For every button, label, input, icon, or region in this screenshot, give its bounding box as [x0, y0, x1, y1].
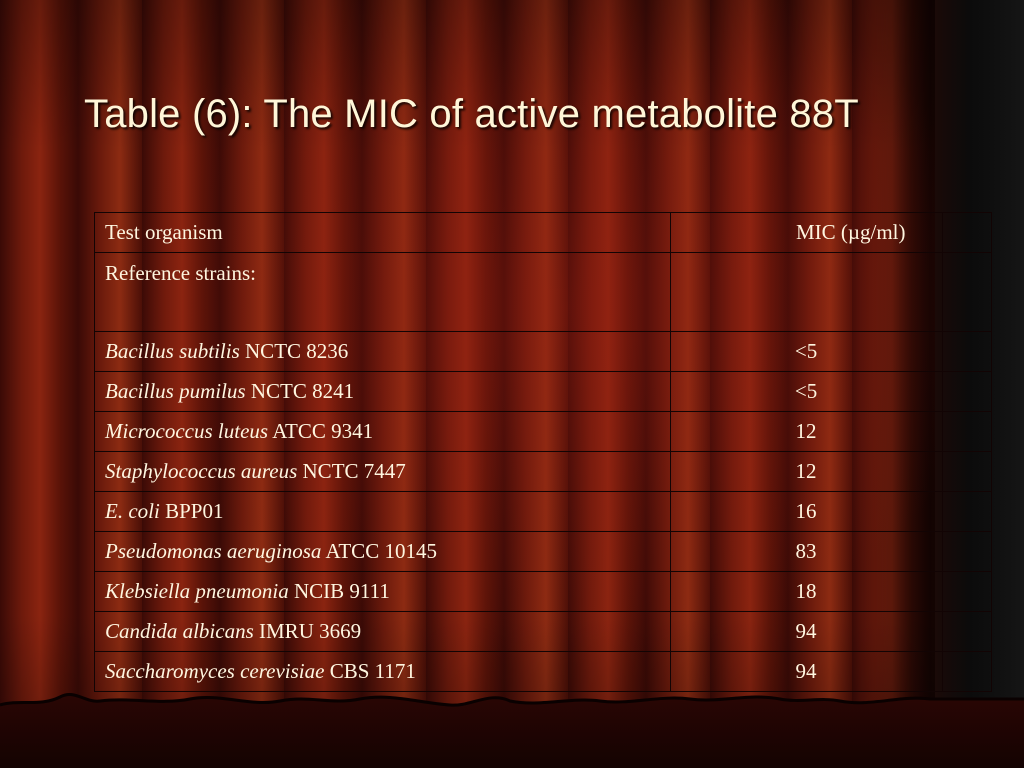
species-name: Candida albicans	[105, 619, 254, 643]
table-cell-blank	[669, 252, 943, 332]
species-name: Bacillus subtilis	[105, 339, 240, 363]
mic-value: 16	[669, 491, 943, 532]
organism-cell: Bacillus subtilis NCTC 8236	[94, 331, 671, 372]
organism-cell: Staphylococcus aureus NCTC 7447	[94, 451, 671, 492]
slide-title: Table (6): The MIC of active metabolite …	[84, 92, 859, 136]
species-name: Micrococcus luteus	[105, 419, 269, 443]
strain-id: NCIB 9111	[293, 579, 390, 603]
species-name: Bacillus pumilus	[105, 379, 246, 403]
table-row: E. coli BPP01 16	[94, 491, 993, 532]
curtain-fringe	[0, 693, 1024, 768]
table-row: Micrococcus luteus ATCC 9341 12	[94, 411, 993, 452]
table-row: Candida albicans IMRU 3669 94	[94, 611, 993, 652]
table-cell-blank	[941, 371, 993, 412]
strain-id: NCTC 8236	[245, 339, 349, 363]
header-organism: Test organism	[94, 212, 671, 253]
mic-value: 94	[669, 611, 943, 652]
strain-id: IMRU 3669	[259, 619, 362, 643]
table-row: Saccharomyces cerevisiae CBS 1171 94	[94, 651, 993, 692]
table-cell-blank	[941, 491, 993, 532]
table-cell-blank	[941, 411, 993, 452]
header-mic: MIC (µg/ml)	[669, 212, 943, 253]
mic-value: 18	[669, 571, 943, 612]
mic-value: <5	[669, 371, 943, 412]
organism-cell: Saccharomyces cerevisiae CBS 1171	[94, 651, 671, 692]
strain-id: ATCC 9341	[272, 419, 374, 443]
organism-cell: Pseudomonas aeruginosa ATCC 10145	[94, 531, 671, 572]
strain-id: NCTC 7447	[302, 459, 406, 483]
strain-id: CBS 1171	[329, 659, 416, 683]
organism-cell: Bacillus pumilus NCTC 8241	[94, 371, 671, 412]
table-cell-blank	[941, 252, 993, 332]
organism-cell: Candida albicans IMRU 3669	[94, 611, 671, 652]
species-name: Pseudomonas aeruginosa	[105, 539, 322, 563]
table-row: Pseudomonas aeruginosa ATCC 10145 83	[94, 531, 993, 572]
mic-table: Test organism MIC (µg/ml) Reference stra…	[94, 212, 993, 692]
mic-value: 83	[669, 531, 943, 572]
organism-cell: Micrococcus luteus ATCC 9341	[94, 411, 671, 452]
mic-value: <5	[669, 331, 943, 372]
species-name: Staphylococcus aureus	[105, 459, 298, 483]
table-cell-blank	[941, 331, 993, 372]
strain-id: NCTC 8241	[250, 379, 355, 403]
table-cell-blank	[941, 611, 993, 652]
table-row: Klebsiella pneumonia NCIB 9111 18	[94, 571, 993, 612]
species-name: E. coli	[105, 499, 160, 523]
strain-id: BPP01	[165, 499, 224, 523]
table-row: Bacillus pumilus NCTC 8241 <5	[94, 371, 993, 412]
table-cell-blank	[941, 212, 993, 253]
strain-id: ATCC 10145	[325, 539, 437, 563]
table-cell-blank	[941, 531, 993, 572]
mic-value: 94	[669, 651, 943, 692]
species-name: Klebsiella pneumonia	[105, 579, 289, 603]
table-header-row: Test organism MIC (µg/ml)	[94, 212, 993, 253]
table-cell-blank	[941, 651, 993, 692]
table-cell-blank	[941, 571, 993, 612]
table-cell-blank	[941, 451, 993, 492]
mic-value: 12	[669, 451, 943, 492]
table-row: Bacillus subtilis NCTC 8236 <5	[94, 331, 993, 372]
organism-cell: Klebsiella pneumonia NCIB 9111	[94, 571, 671, 612]
section-row: Reference strains:	[94, 252, 993, 332]
organism-cell: E. coli BPP01	[94, 491, 671, 532]
species-name: Saccharomyces cerevisiae	[105, 659, 325, 683]
table-row: Staphylococcus aureus NCTC 7447 12	[94, 451, 993, 492]
mic-value: 12	[669, 411, 943, 452]
section-label: Reference strains:	[94, 252, 671, 332]
